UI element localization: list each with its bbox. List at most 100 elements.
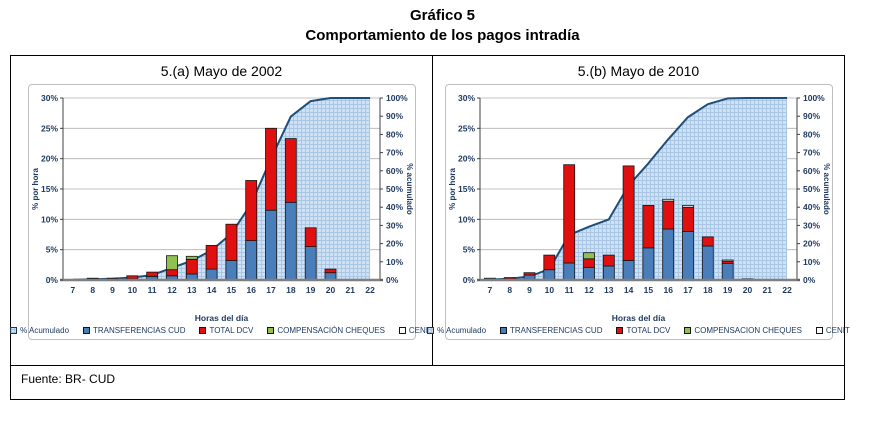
bar-segment: [224, 260, 237, 281]
legend-swatch: [815, 327, 823, 334]
svg-text:13: 13: [604, 285, 614, 295]
chart-cell-2010: 5.(b) Mayo de 2010 0% 5% 10% 15% 20% 25% 30% 0%…: [427, 56, 850, 365]
svg-text:20: 20: [325, 285, 335, 295]
chart-plot-2010: 0% 5% 10% 15% 20% 25% 30% 0% 10% 20% 30% 40% 50% 60% 7…: [448, 93, 831, 295]
svg-text:40%: 40%: [803, 202, 820, 212]
bar-segment: [244, 240, 257, 281]
svg-text:50%: 50%: [803, 184, 820, 194]
svg-text:30%: 30%: [40, 93, 57, 103]
bar-segment: [641, 205, 654, 249]
chart-box-2002: 0% 5% 10% 15% 20% 25% 30% 0% 10% 20% 30% 40% 50% 60% 7…: [10, 84, 433, 340]
bar-segment: [681, 206, 694, 232]
svg-text:10%: 10%: [386, 257, 403, 267]
svg-text:70%: 70%: [803, 148, 820, 158]
svg-text:30%: 30%: [457, 93, 474, 103]
bar-segment: [542, 254, 555, 271]
svg-text:60%: 60%: [386, 166, 403, 176]
bar-segment: [721, 263, 734, 281]
legend-swatch: [83, 327, 91, 334]
svg-text:25%: 25%: [457, 123, 474, 133]
svg-text:14: 14: [623, 285, 633, 295]
bar-segment: [145, 271, 158, 277]
bar-segment: [523, 272, 535, 276]
bar-segment: [284, 201, 297, 281]
charts-row: 5.(a) Mayo de 2002 0% 5% 10% 15% 20% 25% 30% 0%…: [10, 56, 850, 365]
svg-text:17: 17: [683, 285, 693, 295]
legend-item: % Acumulado: [10, 326, 69, 335]
bar-segment: [165, 269, 178, 277]
svg-text:15%: 15%: [40, 184, 57, 194]
legend-label: TOTAL DCV: [209, 326, 254, 335]
bar-segment: [681, 205, 694, 208]
svg-text:11: 11: [147, 285, 156, 295]
bar-segment: [185, 258, 198, 275]
cumulative-line: [72, 97, 370, 281]
svg-text:8: 8: [90, 285, 95, 295]
svg-text:20%: 20%: [40, 154, 57, 164]
bar-segment: [661, 228, 674, 281]
legend-swatch: [427, 327, 435, 334]
legend-item: TRANSFERENCIAS CUD: [500, 326, 602, 335]
source-row: Fuente: BR- CUD: [11, 365, 844, 399]
svg-text:100%: 100%: [803, 93, 825, 103]
svg-text:30%: 30%: [386, 220, 403, 230]
svg-text:20%: 20%: [386, 239, 403, 249]
svg-text:10%: 10%: [40, 214, 57, 224]
svg-text:22: 22: [782, 285, 792, 295]
legend-swatch: [267, 327, 275, 334]
svg-text:15: 15: [226, 285, 236, 295]
legend-label: % Acumulado: [20, 326, 70, 335]
svg-text:14: 14: [206, 285, 216, 295]
svg-text:17: 17: [266, 285, 276, 295]
svg-text:20%: 20%: [457, 154, 474, 164]
cumulative-line: [489, 97, 787, 281]
svg-text:21: 21: [762, 285, 772, 295]
svg-text:18: 18: [703, 285, 713, 295]
y-axis-title-left: % por hora: [448, 168, 457, 210]
bar-segment: [86, 277, 99, 280]
stacked-bars: [66, 127, 356, 281]
axis-tick-labels: 0% 5% 10% 15% 20% 25% 30% 0% 10% 20% 30% 40% 50% 60% 7…: [40, 93, 407, 295]
cumulative-area-series: [489, 97, 787, 281]
svg-text:19: 19: [722, 285, 732, 295]
y-axis-title-right: % acumulado: [405, 163, 414, 215]
bar-segment: [503, 277, 516, 280]
bar-segment: [701, 236, 714, 247]
legend-label: CENIT: [825, 326, 850, 335]
bar-segment: [224, 223, 237, 261]
svg-text:60%: 60%: [803, 166, 820, 176]
legend-item: % Acumulado: [427, 326, 486, 335]
legend-swatch: [684, 327, 692, 334]
svg-text:16: 16: [663, 285, 673, 295]
bar-segment: [284, 138, 297, 203]
axes: [59, 97, 383, 282]
y-axis-title-left: % por hora: [31, 168, 40, 210]
legend-label: COMPENSACIÓN CHEQUES: [277, 326, 385, 335]
svg-text:10: 10: [544, 285, 554, 295]
svg-text:16: 16: [246, 285, 256, 295]
bar-segment: [106, 277, 118, 280]
bar-segment: [622, 260, 635, 281]
svg-text:5%: 5%: [462, 245, 475, 255]
svg-text:0%: 0%: [803, 275, 816, 285]
legend-item: CENIT: [815, 326, 850, 335]
legend-item: TRANSFERENCIAS CUD: [83, 326, 185, 335]
svg-text:40%: 40%: [386, 202, 403, 212]
x-axis-title-2002: Horas del día: [194, 313, 249, 323]
bar-segment: [681, 231, 694, 281]
chart-cell-2002: 5.(a) Mayo de 2002 0% 5% 10% 15% 20% 25% 30% 0%…: [10, 56, 433, 365]
legend-item: TOTAL DCV: [199, 326, 253, 335]
bar-segment: [602, 265, 615, 281]
legend-item: TOTAL DCV: [616, 326, 670, 335]
bar-segment: [582, 252, 595, 260]
chart-legend-2010: % Acumulado TRANSFERENCIAS CUD TOTAL DCV CO…: [427, 326, 850, 335]
legend-swatch: [199, 327, 207, 334]
bar-segment: [661, 198, 674, 202]
svg-text:80%: 80%: [803, 129, 820, 139]
figure-title: Gráfico 5: [409, 7, 476, 24]
bar-segment: [721, 259, 734, 262]
legend-swatch: [616, 327, 624, 334]
figure-frame: 5.(a) Mayo de 2002 0% 5% 10% 15% 20% 25% 30% 0%…: [10, 55, 850, 400]
bar-segment: [641, 247, 654, 281]
bar-segment: [562, 262, 575, 281]
